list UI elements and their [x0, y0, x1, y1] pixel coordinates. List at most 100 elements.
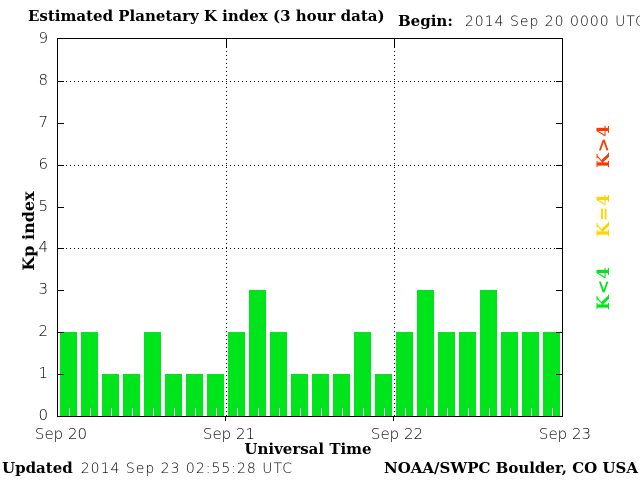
plot-area: [57, 38, 563, 417]
x-tick-label: Sep 21: [202, 425, 256, 443]
gridline-y6: [58, 165, 562, 166]
begin-label: Begin:: [398, 12, 453, 30]
bottom-minor-tick: [195, 408, 196, 416]
y-tick-label: 3: [38, 280, 48, 298]
kp-bar: [354, 332, 371, 416]
day-divider: [394, 39, 395, 416]
y-axis-tick-right: [556, 81, 562, 82]
kp-bar: [543, 332, 560, 416]
kp-bar: [375, 374, 392, 416]
y-tick-label: 4: [38, 238, 48, 256]
y-axis-tick-right: [556, 332, 562, 333]
updated-timestamp: Updated 2014 Sep 23 02:55:28 UTC: [2, 459, 293, 477]
bottom-minor-tick: [405, 408, 406, 416]
y-tick-label: 5: [38, 197, 48, 215]
bottom-minor-tick: [489, 408, 490, 416]
bottom-minor-tick: [426, 408, 427, 416]
bottom-minor-tick: [510, 408, 511, 416]
y-axis-tick-left: [58, 374, 64, 375]
bottom-minor-tick: [111, 408, 112, 416]
bottom-minor-tick: [258, 408, 259, 416]
kp-bar: [102, 374, 119, 416]
bottom-minor-tick: [468, 408, 469, 416]
kp-bar: [333, 374, 350, 416]
kp-bar: [144, 332, 161, 416]
bottom-minor-tick: [279, 408, 280, 416]
y-axis-tick-right: [556, 374, 562, 375]
y-tick-label: 0: [38, 406, 48, 424]
kp-bar: [417, 290, 434, 416]
x-tick-label: Sep 23: [538, 425, 592, 443]
bottom-minor-tick: [531, 408, 532, 416]
top-day-tick: [226, 39, 227, 47]
bottom-minor-tick: [153, 408, 154, 416]
chart-title: Estimated Planetary K index (3 hour data…: [28, 7, 385, 25]
kp-bar: [228, 332, 245, 416]
bottom-minor-tick: [300, 408, 301, 416]
begin-timestamp: Begin: 2014 Sep 20 0000 UTC: [398, 12, 640, 30]
legend-label-k-lt-4: K<4: [594, 266, 614, 310]
bottom-minor-tick: [216, 408, 217, 416]
kp-bar: [291, 374, 308, 416]
kp-bar: [438, 332, 455, 416]
y-axis-tick-right: [556, 248, 562, 249]
kp-bar: [165, 374, 182, 416]
y-tick-label: 2: [38, 322, 48, 340]
kp-bar: [522, 332, 539, 416]
x-tick-label: Sep 20: [34, 425, 88, 443]
legend-label-k-gt-4: K>4: [594, 124, 614, 168]
kp-bar: [270, 332, 287, 416]
day-divider: [226, 39, 227, 416]
kp-bar: [480, 290, 497, 416]
updated-value: 2014 Sep 23 02:55:28 UTC: [80, 461, 294, 477]
bottom-minor-tick: [363, 408, 364, 416]
y-tick-label: 8: [38, 71, 48, 89]
y-axis-tick-left: [58, 123, 64, 124]
legend-label-k-eq-4: K=4: [594, 193, 614, 237]
y-axis-tick-left: [58, 207, 64, 208]
y-axis-tick-right: [556, 165, 562, 166]
gridline-y8: [58, 81, 562, 82]
bottom-minor-tick: [90, 408, 91, 416]
bottom-minor-tick: [132, 408, 133, 416]
kp-bar: [207, 374, 224, 416]
kp-bar: [249, 290, 266, 416]
y-axis-tick-right: [556, 123, 562, 124]
source-attribution: NOAA/SWPC Boulder, CO USA: [383, 459, 638, 477]
y-axis-tick-left: [58, 165, 64, 166]
bottom-minor-tick: [237, 408, 238, 416]
bottom-minor-tick: [342, 408, 343, 416]
bottom-minor-tick: [174, 408, 175, 416]
y-tick-label: 1: [38, 364, 48, 382]
x-axis-label: Universal Time: [244, 440, 372, 458]
bottom-day-tick: [225, 416, 226, 421]
kp-bar: [312, 374, 329, 416]
kp-bar: [123, 374, 140, 416]
updated-label: Updated: [2, 459, 73, 477]
y-tick-label: 9: [38, 29, 48, 47]
bottom-day-tick: [393, 416, 394, 421]
y-tick-label: 6: [38, 155, 48, 173]
y-axis-tick-left: [58, 248, 64, 249]
kp-bar: [396, 332, 413, 416]
bottom-minor-tick: [552, 408, 553, 416]
y-axis-tick-right: [556, 290, 562, 291]
kp-bar: [186, 374, 203, 416]
x-tick-label: Sep 22: [370, 425, 424, 443]
begin-value: 2014 Sep 20 0000 UTC: [464, 14, 640, 30]
kp-bar: [81, 332, 98, 416]
kp-bar: [501, 332, 518, 416]
kp-bar: [459, 332, 476, 416]
bottom-minor-tick: [69, 408, 70, 416]
y-axis-tick-left: [58, 290, 64, 291]
kp-bar: [60, 332, 77, 416]
bottom-minor-tick: [384, 408, 385, 416]
top-day-tick: [394, 39, 395, 47]
bottom-minor-tick: [447, 408, 448, 416]
bottom-minor-tick: [321, 408, 322, 416]
y-axis-tick-left: [58, 81, 64, 82]
y-axis-tick-left: [58, 332, 64, 333]
y-tick-label: 7: [38, 113, 48, 131]
gridline-y4: [58, 248, 562, 249]
